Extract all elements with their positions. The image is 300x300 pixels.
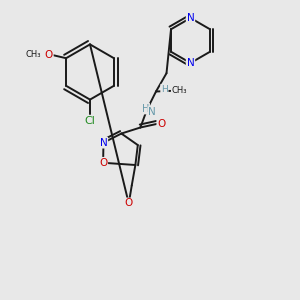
Text: H: H [161,85,168,94]
Text: CH₃: CH₃ [26,50,41,59]
Text: CH₃: CH₃ [172,86,187,95]
Text: N: N [187,58,194,68]
Text: N: N [148,107,156,117]
Text: N: N [187,13,194,23]
Text: O: O [99,158,107,168]
Text: O: O [124,198,133,208]
Text: O: O [157,119,166,129]
Text: O: O [45,50,53,60]
Text: H: H [142,103,149,114]
Text: N: N [100,138,107,148]
Text: Cl: Cl [85,116,95,126]
